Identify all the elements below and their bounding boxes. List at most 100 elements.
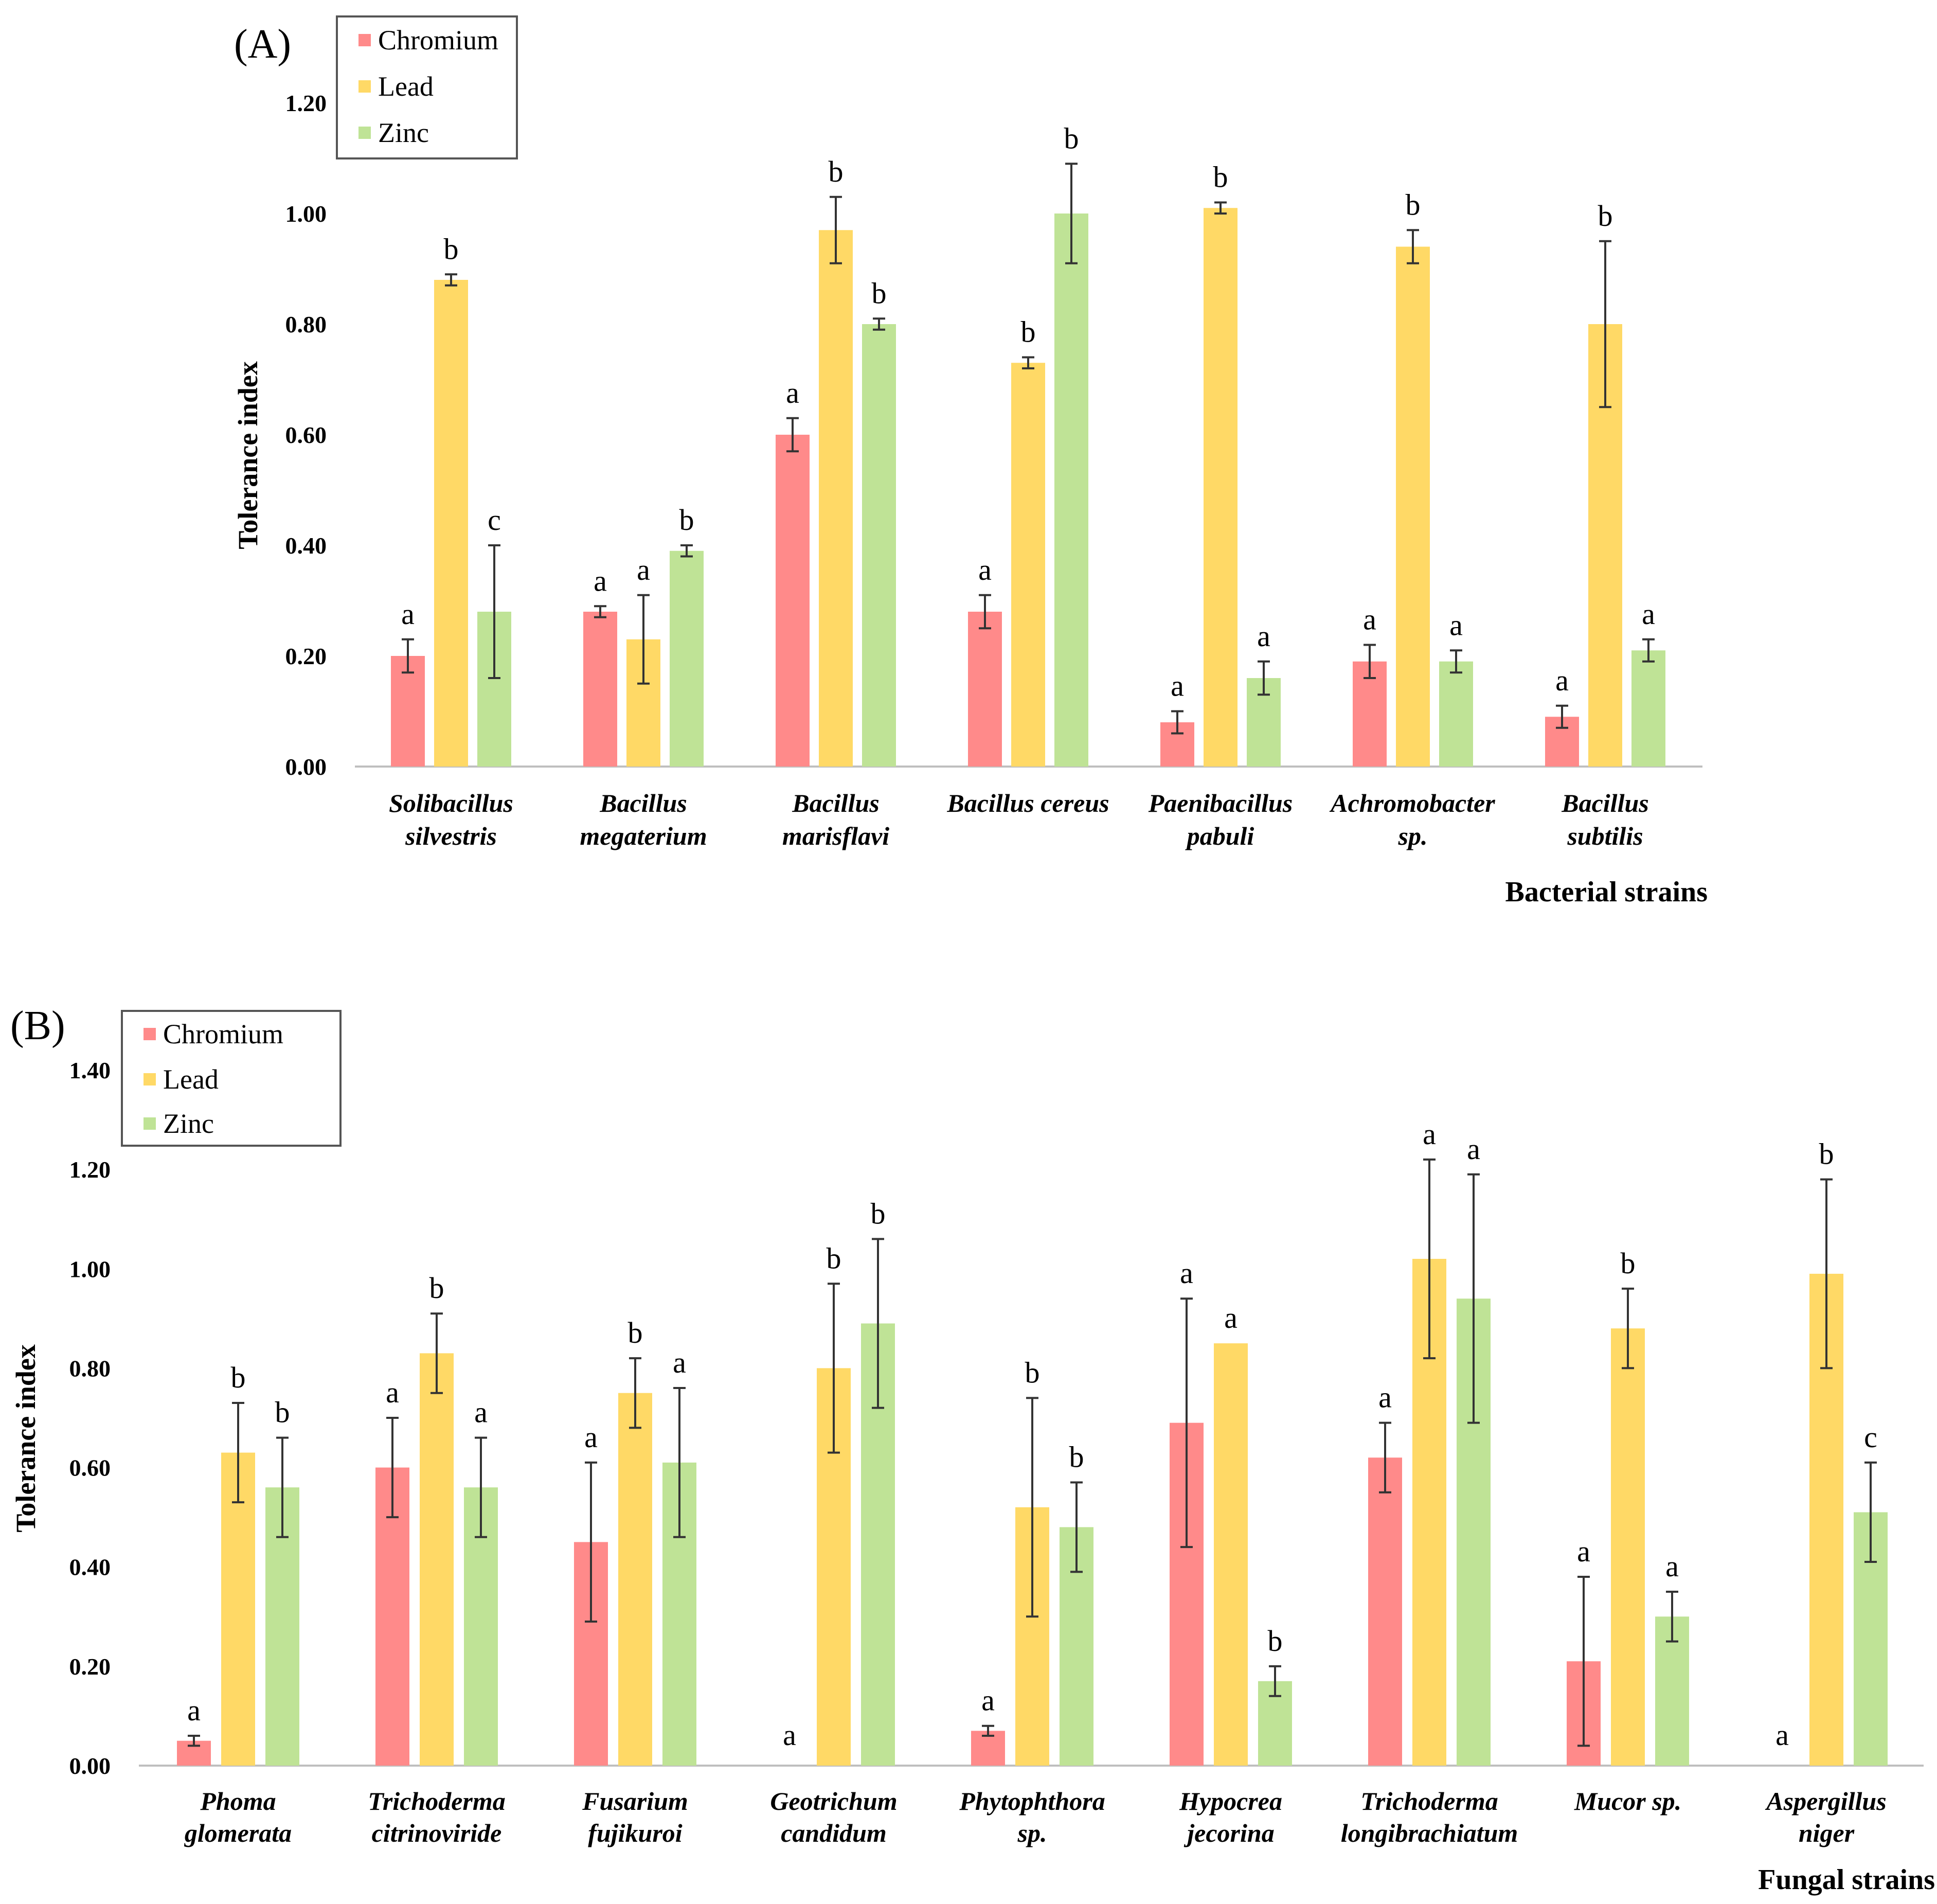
significance-letter: a bbox=[1180, 1256, 1193, 1290]
significance-letter: a bbox=[386, 1376, 399, 1409]
significance-letter: b bbox=[1021, 315, 1036, 349]
significance-letter: a bbox=[1171, 669, 1184, 703]
category-label: sp. bbox=[1398, 822, 1428, 850]
significance-letter: a bbox=[673, 1346, 686, 1379]
category-label: Aspergillus bbox=[1765, 1787, 1886, 1816]
bar-chromium bbox=[1368, 1457, 1402, 1766]
legend-box bbox=[121, 1010, 342, 1147]
y-tick-label: 0.60 bbox=[69, 1455, 111, 1481]
significance-letter: b bbox=[872, 276, 887, 310]
legend-label-zinc: Zinc bbox=[378, 117, 429, 148]
category-label: Trichoderma bbox=[368, 1787, 506, 1816]
significance-letter: a bbox=[1449, 608, 1463, 642]
bar-lead bbox=[819, 230, 853, 767]
y-tick-label: 1.20 bbox=[285, 90, 327, 116]
significance-letter: a bbox=[1577, 1535, 1590, 1568]
category-label: Phoma bbox=[200, 1787, 276, 1816]
category-label: Trichoderma bbox=[1360, 1787, 1498, 1816]
significance-letter: a bbox=[1257, 619, 1270, 653]
y-axis-label: Tolerance index bbox=[232, 361, 263, 549]
category-label: Bacillus cereus bbox=[946, 789, 1109, 817]
x-axis-label: Fungal strains bbox=[1758, 1864, 1935, 1896]
significance-letter: b bbox=[275, 1396, 290, 1429]
legend-label-lead: Lead bbox=[163, 1064, 219, 1095]
significance-letter: a bbox=[187, 1694, 201, 1727]
legend-swatch-zinc bbox=[358, 127, 371, 139]
legend-swatch-lead bbox=[358, 80, 371, 93]
significance-letter: b bbox=[1268, 1624, 1283, 1658]
significance-letter: b bbox=[827, 1241, 841, 1275]
significance-letter: b bbox=[1069, 1440, 1084, 1474]
category-label: citrinoviride bbox=[372, 1819, 502, 1847]
y-tick-label: 0.40 bbox=[285, 532, 327, 559]
category-label: jecorina bbox=[1183, 1819, 1274, 1847]
legend-label-chromium: Chromium bbox=[378, 25, 498, 56]
category-label: niger bbox=[1799, 1819, 1855, 1847]
y-tick-label: 0.20 bbox=[69, 1653, 111, 1680]
significance-letter: b bbox=[1406, 188, 1421, 221]
category-label: Geotrichum bbox=[770, 1787, 897, 1816]
significance-letter: a bbox=[1642, 597, 1655, 631]
category-label: Fusarium bbox=[582, 1787, 688, 1816]
significance-letter: a bbox=[786, 376, 799, 410]
significance-letter: c bbox=[1864, 1420, 1877, 1454]
legend-label-lead: Lead bbox=[378, 71, 434, 102]
bar-lead bbox=[221, 1452, 255, 1766]
y-tick-label: 0.60 bbox=[285, 422, 327, 448]
y-tick-label: 1.00 bbox=[285, 201, 327, 227]
category-label: longibrachiatum bbox=[1341, 1819, 1518, 1847]
significance-letter: b bbox=[1621, 1247, 1636, 1280]
y-tick-label: 0.40 bbox=[69, 1554, 111, 1580]
bar-zinc bbox=[862, 324, 896, 767]
category-label: Achromobacter bbox=[1329, 789, 1495, 817]
significance-letter: a bbox=[1363, 603, 1376, 636]
significance-letter: a bbox=[594, 564, 607, 597]
bar-zinc bbox=[1054, 213, 1088, 767]
bar-lead bbox=[1214, 1343, 1248, 1766]
y-tick-label: 0.00 bbox=[285, 754, 327, 780]
significance-letter: a bbox=[978, 553, 992, 586]
panel-label: (A) bbox=[234, 22, 291, 67]
significance-letter: a bbox=[1378, 1381, 1392, 1414]
chart-panel-b: (B) 0.00 0.20 0.40 0.60 0.80 1.00 1.20 1.40 Toler… bbox=[10, 1003, 1935, 1896]
significance-letter: b bbox=[628, 1316, 643, 1349]
bar-zinc bbox=[670, 550, 704, 767]
category-label: fujikuroi bbox=[588, 1819, 683, 1847]
y-tick-label: 0.00 bbox=[69, 1753, 111, 1779]
category-label: megaterium bbox=[580, 822, 707, 850]
y-tick-label: 1.00 bbox=[69, 1256, 111, 1282]
significance-letter: a bbox=[1665, 1550, 1679, 1583]
category-label: Bacillus bbox=[792, 789, 879, 817]
category-label: Mucor sp. bbox=[1574, 1787, 1681, 1816]
category-label: Bacillus bbox=[599, 789, 687, 817]
chart-panel-a: (A) 0.00 0.20 0.40 0.60 0.80 1.00 1.20 Tolerance… bbox=[232, 15, 1708, 908]
y-tick-label: 0.20 bbox=[285, 643, 327, 669]
bar-lead bbox=[1396, 246, 1430, 767]
significance-letter: a bbox=[783, 1718, 796, 1752]
category-label: glomerata bbox=[184, 1819, 292, 1847]
significance-letter: a bbox=[401, 597, 415, 631]
bar-chromium bbox=[583, 612, 617, 767]
significance-letter: a bbox=[1224, 1301, 1237, 1334]
significance-letter: a bbox=[981, 1684, 995, 1717]
legend-label-zinc: Zinc bbox=[163, 1108, 214, 1139]
category-label: subtilis bbox=[1567, 822, 1643, 850]
significance-letter: b bbox=[231, 1361, 246, 1394]
significance-letter: b bbox=[679, 503, 694, 537]
bar-zinc bbox=[1439, 661, 1473, 767]
significance-letter: b bbox=[444, 232, 459, 265]
y-tick-label: 0.80 bbox=[285, 311, 327, 337]
legend-label-chromium: Chromium bbox=[163, 1019, 283, 1049]
bar-lead bbox=[420, 1353, 454, 1766]
category-label: Solibacillus bbox=[389, 789, 513, 817]
significance-letter: a bbox=[474, 1396, 488, 1429]
legend-swatch-lead bbox=[144, 1073, 156, 1086]
legend-swatch-chromium bbox=[144, 1028, 156, 1040]
category-label: marisflavi bbox=[782, 822, 889, 850]
significance-letter: b bbox=[1598, 199, 1613, 233]
bar-lead bbox=[618, 1393, 652, 1766]
significance-letter: a bbox=[1775, 1718, 1789, 1752]
bar-chromium bbox=[968, 612, 1002, 767]
significance-letter: a bbox=[637, 553, 650, 586]
significance-letter: b bbox=[1213, 161, 1228, 194]
